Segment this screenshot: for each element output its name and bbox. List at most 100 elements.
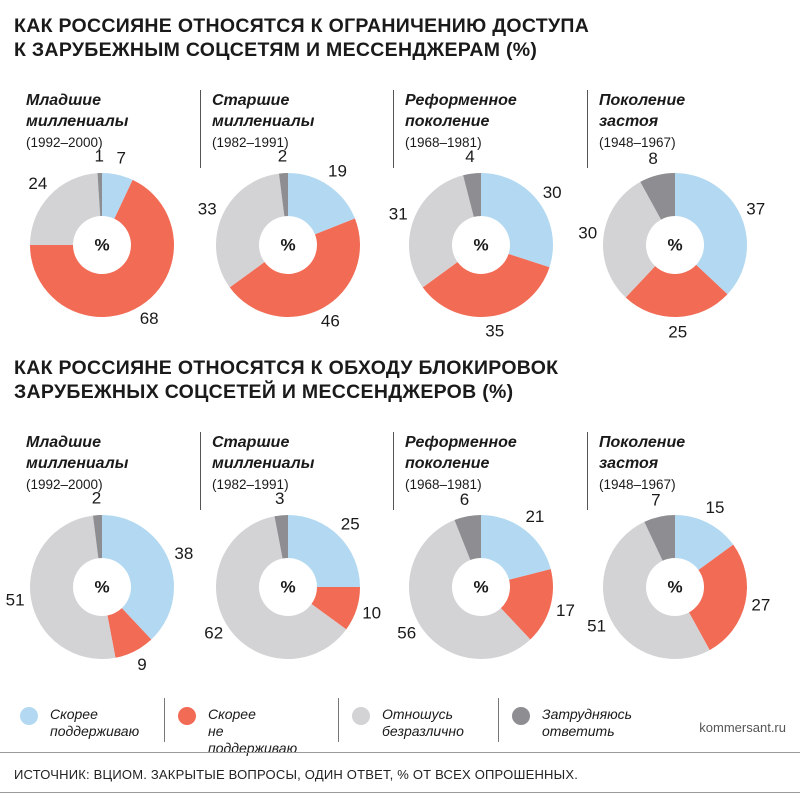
section-title-restriction: КАК РОССИЯНЕ ОТНОСЯТСЯ К ОГРАНИЧЕНИЮ ДОС… <box>14 14 589 62</box>
title-line-2: ЗАРУБЕЖНЫХ СОЦСЕТЕЙ И МЕССЕНДЖЕРОВ (%) <box>14 381 514 403</box>
donut-panel: Реформенное поколение (1968–1981) 21 17 56 6% <box>393 432 586 677</box>
slice-indifferent <box>216 516 347 659</box>
title-line-1: КАК РОССИЯНЕ ОТНОСЯТСЯ К ОБХОДУ БЛОКИРОВ… <box>14 357 559 379</box>
data-label-not-support: 46 <box>321 312 340 331</box>
slice-support <box>102 173 133 219</box>
legend-label: Скорее не поддерживаю <box>208 706 298 756</box>
data-label-not-support: 9 <box>137 655 146 674</box>
donut-panel: Поколение застоя (1948–1967) 37 25 30 8% <box>578 90 780 341</box>
slice-undecided <box>92 515 102 559</box>
slice-undecided <box>454 515 481 561</box>
donut-chart: 19 46 33 2% <box>198 147 360 331</box>
donut-chart: 21 17 56 6% <box>397 490 575 659</box>
generation-header: Реформенное поколение (1968–1981) <box>405 90 517 150</box>
generation-name: Реформенное поколение <box>405 434 517 472</box>
credit: kommersant.ru <box>699 720 786 735</box>
donut-panel: Поколение застоя (1948–1967) 15 27 51 7% <box>587 432 780 677</box>
slice-indifferent <box>602 521 710 659</box>
slice-not-support <box>107 608 152 658</box>
slice-support <box>288 173 355 235</box>
slice-undecided <box>278 173 288 217</box>
bottom-divider <box>0 792 800 793</box>
donut-panel: Младшие миллениалы (1992–2000) 7 68 24 1% <box>14 90 207 335</box>
legend-divider <box>164 698 165 742</box>
donut-panel: Младшие миллениалы (1992–2000) 38 9 51 2% <box>6 432 207 677</box>
slice-not-support <box>688 544 747 651</box>
data-label-indifferent: 33 <box>198 200 217 219</box>
generation-years: (1948–1967) <box>599 135 676 150</box>
section-title-circumvention: КАК РОССИЯНЕ ОТНОСЯТСЯ К ОБХОДУ БЛОКИРОВ… <box>14 356 558 404</box>
slice-not-support <box>30 179 174 317</box>
generation-years: (1968–1981) <box>405 135 482 150</box>
center-label: % <box>94 235 109 254</box>
data-label-undecided: 3 <box>275 489 284 508</box>
data-label-indifferent: 24 <box>28 174 47 193</box>
center-label: % <box>667 235 682 254</box>
slice-not-support <box>500 569 553 640</box>
generation-name: Младшие миллениалы <box>26 92 129 130</box>
slice-undecided <box>640 173 675 220</box>
generation-header: Старшие миллениалы (1982–1991) <box>212 90 314 150</box>
data-label-indifferent: 51 <box>587 616 606 635</box>
slice-support <box>675 173 747 295</box>
data-label-support: 7 <box>116 149 125 168</box>
generation-years: (1992–2000) <box>26 135 103 150</box>
center-label: % <box>473 235 488 254</box>
slice-undecided <box>97 173 102 217</box>
donut-panel: Старшие миллениалы (1982–1991) 19 46 33 2% <box>198 90 393 335</box>
slice-indifferent <box>409 520 531 659</box>
generation-years: (1982–1991) <box>212 135 289 150</box>
generation-years: (1968–1981) <box>405 477 482 492</box>
generation-header: Реформенное поколение (1968–1981) <box>405 432 517 492</box>
data-label-undecided: 6 <box>460 490 469 509</box>
generation-name: Старшие миллениалы <box>212 92 315 130</box>
legend-label: Затрудняюсь ответить <box>542 706 633 739</box>
data-label-support: 15 <box>705 498 724 517</box>
data-label-support: 25 <box>341 514 360 533</box>
light-blue-dot-icon <box>20 707 38 725</box>
legend-label: Отношусь безразлично <box>382 706 464 739</box>
donut-chart: 38 9 51 2% <box>6 489 194 674</box>
column-divider <box>587 90 588 168</box>
slice-not-support <box>422 253 550 318</box>
data-label-support: 38 <box>174 544 193 563</box>
title-line-1: КАК РОССИЯНЕ ОТНОСЯТСЯ К ОГРАНИЧЕНИЮ ДОС… <box>14 15 590 37</box>
generation-name: Младшие миллениалы <box>26 434 129 472</box>
slice-indifferent <box>409 175 474 288</box>
column-divider <box>393 432 394 510</box>
data-label-indifferent: 62 <box>204 624 223 643</box>
data-label-support: 30 <box>543 183 562 202</box>
donut-panel: Реформенное поколение (1968–1981) 30 35 31 4% <box>389 90 586 340</box>
column-divider <box>200 432 201 510</box>
legend-label: Скорее поддерживаю <box>50 706 140 739</box>
center-label: % <box>667 577 682 596</box>
slice-not-support <box>311 587 360 630</box>
slice-not-support <box>625 264 728 317</box>
legend: Скорее поддерживаю Скорее не поддерживаю О… <box>0 692 800 756</box>
data-label-not-support: 35 <box>485 321 504 340</box>
data-label-indifferent: 31 <box>389 205 408 224</box>
column-divider <box>587 432 588 510</box>
title-line-2: К ЗАРУБЕЖНЫМ СОЦСЕТЯМ И МЕССЕНДЖЕРАМ (%) <box>14 39 538 61</box>
data-label-undecided: 4 <box>465 147 474 166</box>
column-divider <box>200 90 201 168</box>
generation-years: (1948–1967) <box>599 477 676 492</box>
slice-indifferent <box>29 515 116 659</box>
legend-divider <box>498 698 499 742</box>
donut-panel: Старшие миллениалы (1982–1991) 25 10 62 3% <box>200 432 393 677</box>
data-label-support: 19 <box>328 162 347 181</box>
data-label-not-support: 68 <box>140 309 159 328</box>
center-label: % <box>280 577 295 596</box>
source-note: ИСТОЧНИК: ВЦИОМ. ЗАКРЫТЫЕ ВОПРОСЫ, ОДИН … <box>14 767 579 782</box>
slice-undecided <box>274 515 288 559</box>
data-label-not-support: 17 <box>556 601 575 620</box>
generation-name: Старшие миллениалы <box>212 434 315 472</box>
generation-name: Реформенное поколение <box>405 92 517 130</box>
dark-gray-dot-icon <box>512 707 530 725</box>
slice-undecided <box>644 515 675 561</box>
data-label-undecided: 8 <box>648 149 657 168</box>
data-label-support: 21 <box>525 507 544 526</box>
center-label: % <box>473 577 488 596</box>
data-label-undecided: 7 <box>651 491 660 510</box>
slice-support <box>481 515 551 580</box>
